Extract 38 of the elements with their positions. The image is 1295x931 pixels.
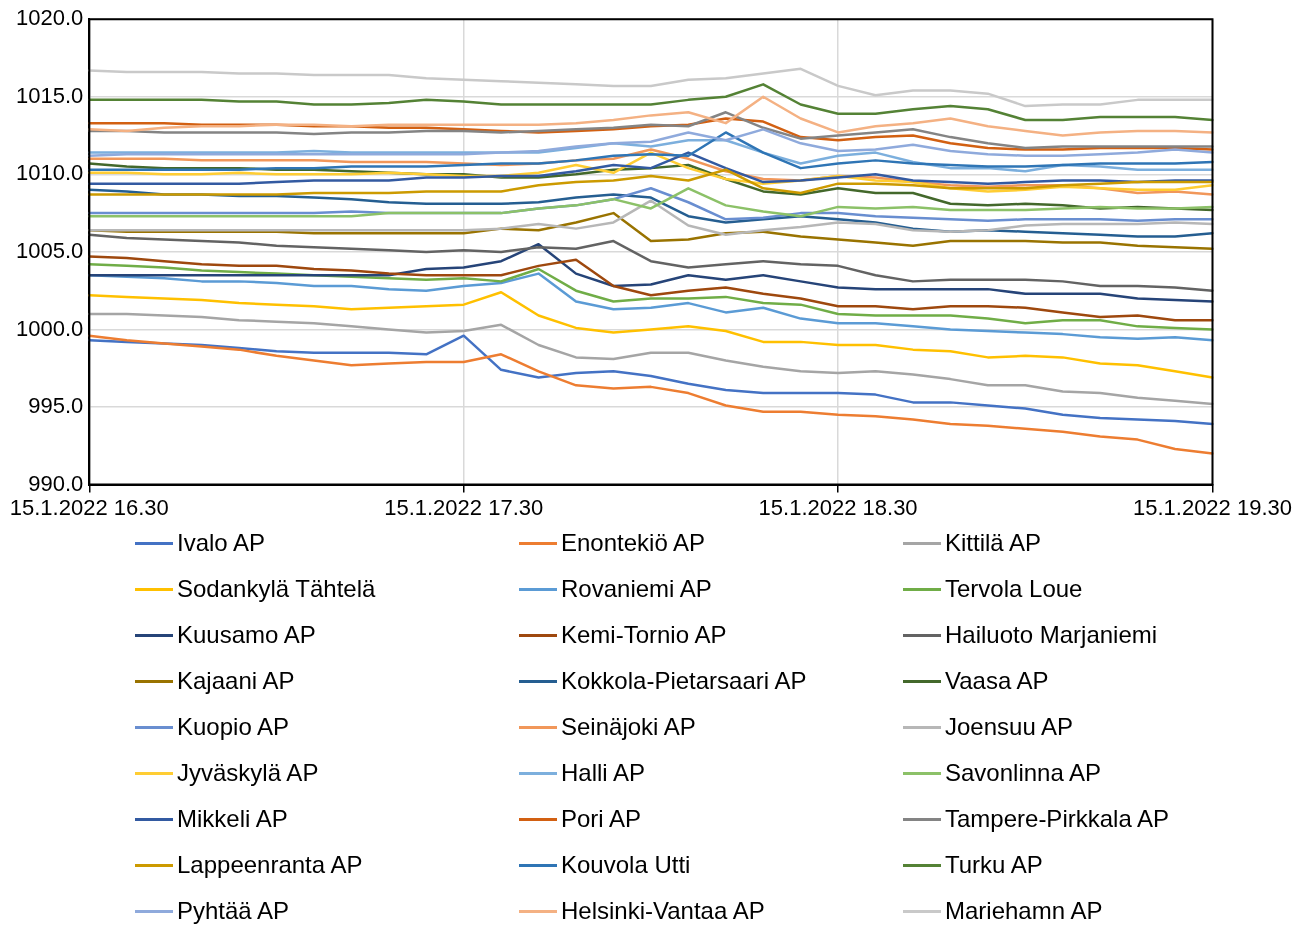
legend-label: Halli AP <box>561 759 646 787</box>
legend-label: Joensuu AP <box>945 713 1074 741</box>
legend-label: Hailuoto Marjaniemi <box>945 621 1158 649</box>
legend-label: Savonlinna AP <box>945 759 1102 787</box>
y-tick-label: 1010.0 <box>15 160 84 186</box>
y-tick-label: 990.0 <box>28 470 84 496</box>
legend-label: Kouvola Utti <box>561 851 691 879</box>
legend-label: Kuusamo AP <box>177 621 316 649</box>
legend-label: Enontekiö AP <box>561 529 706 557</box>
y-tick-label: 1020.0 <box>15 5 84 31</box>
legend-label: Seinäjoki AP <box>561 713 696 741</box>
legend-label: Vaasa AP <box>945 667 1049 695</box>
legend-label: Kajaani AP <box>177 667 295 695</box>
legend-label: Pyhtää AP <box>177 897 290 925</box>
x-tick-label: 15.1.2022 19.30 <box>1132 494 1292 520</box>
legend-label: Jyväskylä AP <box>177 759 319 787</box>
legend-label: Kemi-Tornio AP <box>561 621 727 649</box>
legend-label: Kokkola-Pietarsaari AP <box>561 667 807 695</box>
legend-label: Lappeenranta AP <box>177 851 363 879</box>
legend-label: Kuopio AP <box>177 713 290 741</box>
legend-label: Tervola Loue <box>945 575 1083 603</box>
y-tick-label: 1005.0 <box>15 237 84 263</box>
legend-label: Pori AP <box>561 805 642 833</box>
x-tick-label: 15.1.2022 16.30 <box>9 494 169 520</box>
y-tick-label: 995.0 <box>28 393 84 419</box>
legend-label: Rovaniemi AP <box>561 575 712 603</box>
legend-label: Turku AP <box>945 851 1043 879</box>
x-tick-label: 15.1.2022 18.30 <box>758 494 918 520</box>
legend-label: Sodankylä Tähtelä <box>177 575 376 603</box>
legend-label: Tampere-Pirkkala AP <box>945 805 1170 833</box>
y-tick-label: 1000.0 <box>15 315 84 341</box>
y-tick-label: 1015.0 <box>15 82 84 108</box>
legend-label: Kittilä AP <box>945 529 1042 557</box>
legend-label: Ivalo AP <box>177 529 266 557</box>
legend-label: Mikkeli AP <box>177 805 288 833</box>
legend-label: Helsinki-Vantaa AP <box>561 897 765 925</box>
legend-label: Mariehamn AP <box>945 897 1103 925</box>
x-tick-label: 15.1.2022 17.30 <box>384 494 544 520</box>
